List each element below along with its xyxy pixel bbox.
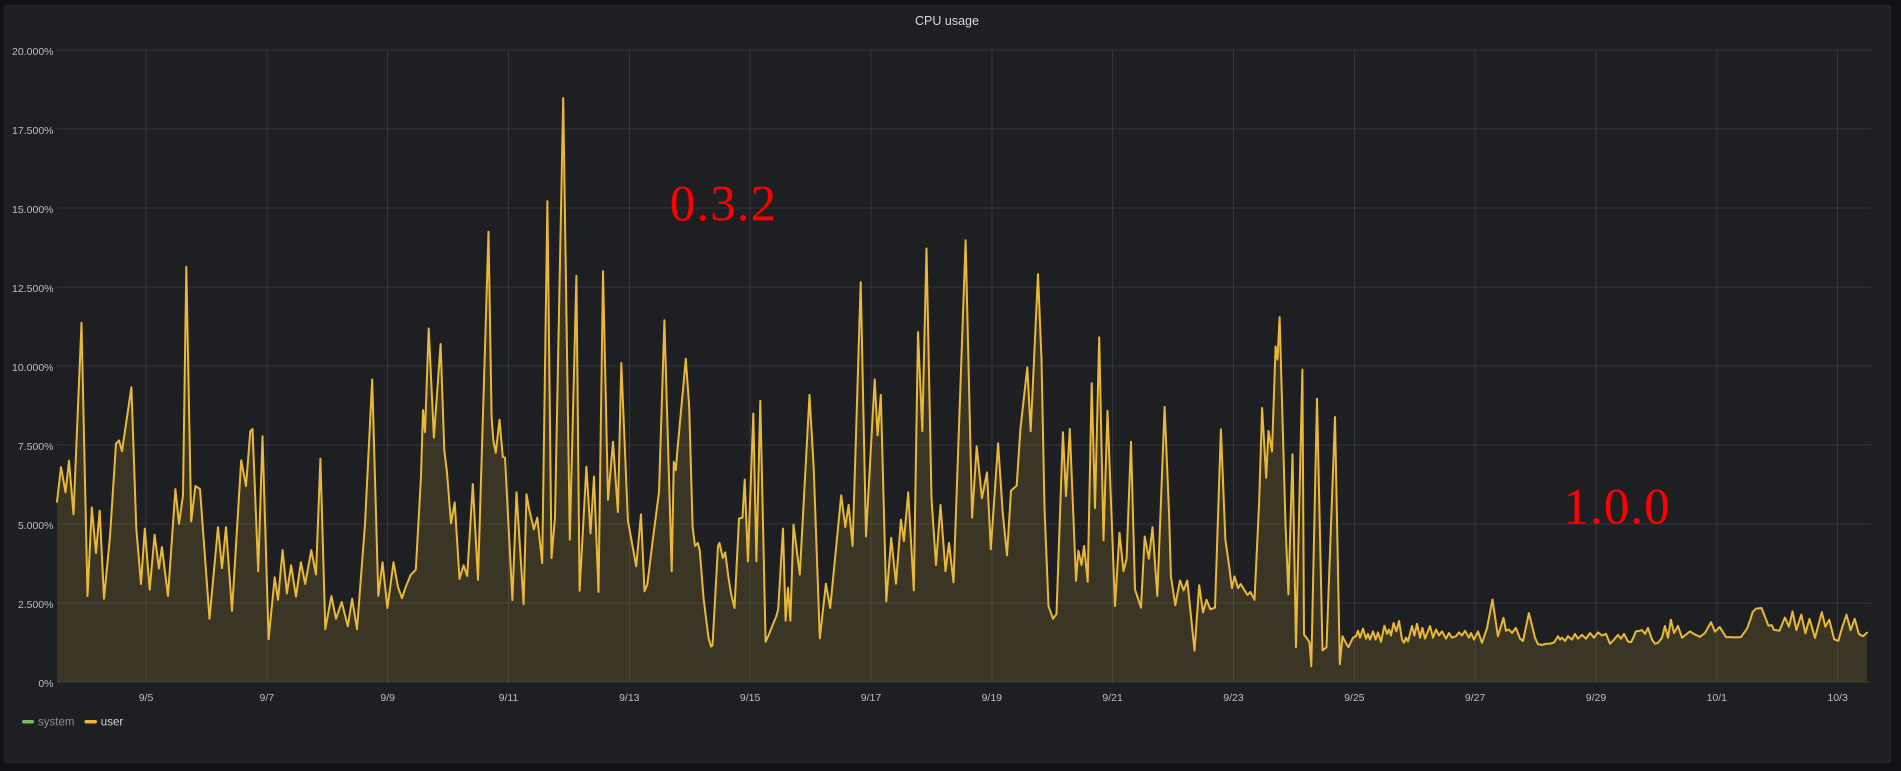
svg-text:12.500%: 12.500% <box>12 283 53 295</box>
svg-text:5.000%: 5.000% <box>18 520 54 532</box>
svg-text:9/17: 9/17 <box>861 692 882 704</box>
svg-text:9/11: 9/11 <box>499 692 519 704</box>
svg-text:9/19: 9/19 <box>982 692 1003 704</box>
svg-text:system: system <box>38 717 74 729</box>
svg-text:9/7: 9/7 <box>259 692 274 704</box>
svg-text:20.000%: 20.000% <box>12 46 53 58</box>
svg-text:10/3: 10/3 <box>1827 692 1848 704</box>
svg-text:9/5: 9/5 <box>139 692 154 704</box>
svg-text:9/21: 9/21 <box>1102 692 1123 704</box>
svg-text:9/13: 9/13 <box>619 692 640 704</box>
svg-text:15.000%: 15.000% <box>12 204 53 216</box>
svg-text:2.500%: 2.500% <box>18 599 54 611</box>
svg-text:7.500%: 7.500% <box>18 441 54 453</box>
svg-text:10.000%: 10.000% <box>12 362 53 374</box>
svg-text:CPU usage: CPU usage <box>915 14 979 28</box>
svg-text:1.0.0: 1.0.0 <box>1563 480 1671 536</box>
svg-text:10/1: 10/1 <box>1707 692 1728 704</box>
svg-text:0%: 0% <box>38 678 53 690</box>
svg-text:0.3.2: 0.3.2 <box>670 177 778 233</box>
svg-text:user: user <box>101 717 124 729</box>
svg-text:9/9: 9/9 <box>380 692 395 704</box>
svg-text:9/23: 9/23 <box>1223 692 1244 704</box>
svg-text:9/15: 9/15 <box>740 692 761 704</box>
svg-text:17.500%: 17.500% <box>12 125 53 137</box>
svg-text:9/29: 9/29 <box>1586 692 1607 704</box>
svg-text:9/25: 9/25 <box>1344 692 1365 704</box>
svg-text:9/27: 9/27 <box>1465 692 1486 704</box>
